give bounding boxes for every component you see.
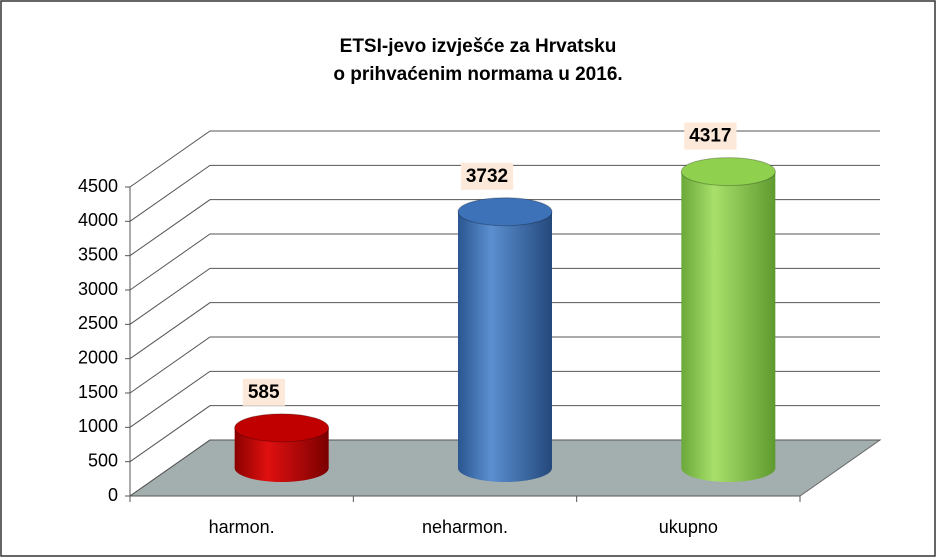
grid-line bbox=[129, 336, 880, 394]
data-label: 585 bbox=[248, 382, 280, 403]
grid-line bbox=[129, 233, 880, 291]
y-tick-label: 3500 bbox=[78, 244, 118, 264]
bar-body bbox=[458, 211, 552, 468]
data-label-bg bbox=[684, 122, 737, 150]
bar-top bbox=[234, 413, 330, 443]
data-label: 3732 bbox=[466, 166, 508, 187]
y-tick-label: 0 bbox=[108, 485, 118, 505]
bar-bottom bbox=[234, 454, 329, 482]
grid-line bbox=[129, 199, 880, 257]
grid-line bbox=[129, 267, 880, 325]
y-tick-label: 1000 bbox=[78, 416, 118, 436]
grid-line bbox=[129, 370, 880, 428]
grid-line bbox=[129, 164, 880, 222]
bar-bottom bbox=[458, 454, 552, 482]
chart-subtitle: o prihvaćenim normama u 2016. bbox=[333, 64, 622, 85]
data-label-bg bbox=[460, 162, 514, 190]
bar-top bbox=[457, 197, 553, 227]
data-label-bg bbox=[242, 378, 285, 406]
y-tick-label: 500 bbox=[88, 450, 118, 470]
bar-bottom bbox=[681, 454, 776, 482]
grid-line bbox=[129, 302, 880, 360]
bar-top bbox=[680, 157, 776, 187]
grid-line bbox=[129, 130, 880, 188]
x-tick-label: neharmon. bbox=[422, 517, 508, 537]
bar-body bbox=[681, 171, 776, 469]
y-tick-label: 1500 bbox=[78, 382, 118, 402]
x-tick-label: harmon. bbox=[209, 517, 275, 537]
grid-line bbox=[129, 405, 880, 463]
chart-title: ETSI-jevo izvješće za Hrvatsku bbox=[340, 36, 617, 57]
y-tick-label: 3000 bbox=[78, 279, 118, 299]
y-tick-label: 4000 bbox=[78, 210, 118, 230]
grid-line bbox=[129, 439, 880, 497]
data-label: 4317 bbox=[689, 126, 731, 147]
y-tick-label: 2500 bbox=[78, 313, 118, 333]
y-tick-label: 2000 bbox=[78, 347, 118, 367]
y-tick-label: 4500 bbox=[78, 176, 118, 196]
x-tick-label: ukupno bbox=[659, 517, 718, 537]
